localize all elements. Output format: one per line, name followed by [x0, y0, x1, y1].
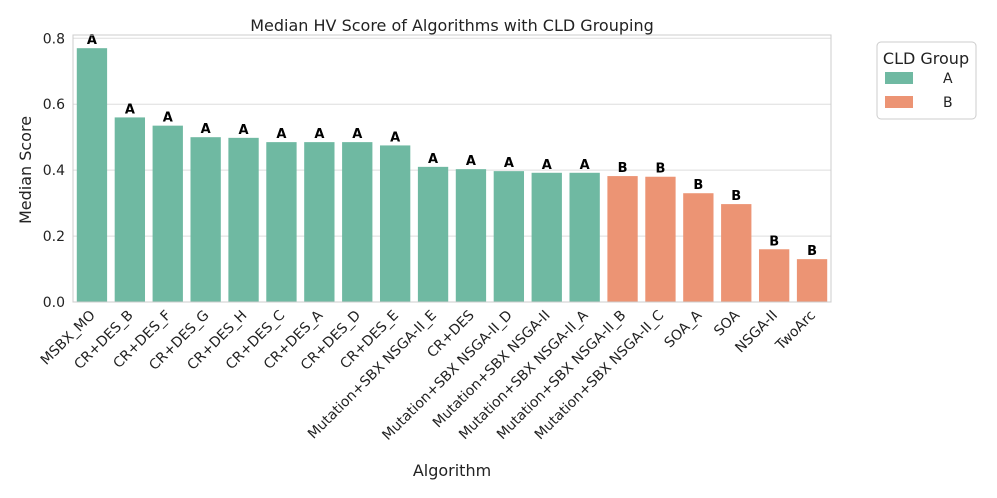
cld-letter-label: A — [163, 111, 173, 126]
bar — [379, 145, 411, 302]
cld-letter-label: B — [693, 178, 703, 193]
plot-frame — [72, 34, 832, 303]
bar — [152, 125, 183, 302]
cld-letter-label: A — [504, 156, 514, 171]
y-tick-label: 0.8 — [43, 31, 65, 47]
cld-letter-label: A — [201, 122, 211, 137]
bar — [455, 169, 487, 302]
cld-letter-label: B — [769, 234, 779, 249]
bar — [76, 48, 108, 303]
cld-letter-label: B — [618, 161, 628, 176]
bars — [76, 48, 828, 303]
x-tick-label: SOA — [711, 307, 743, 339]
cld-labels: A A A A A A A A A A A A A A B B B B B B — [87, 33, 817, 259]
cld-letter-label: A — [428, 152, 438, 167]
bar — [493, 171, 525, 302]
bar — [114, 117, 146, 302]
gridlines — [73, 37, 831, 303]
bar — [190, 137, 221, 302]
x-axis-label: Algorithm — [413, 461, 491, 480]
legend-title: CLD Group — [883, 49, 969, 68]
legend-swatch-b — [885, 96, 913, 108]
cld-letter-label: A — [542, 158, 552, 173]
legend-label-a: A — [943, 71, 953, 87]
cld-letter-label: B — [731, 189, 741, 204]
y-tick-label: 0.0 — [43, 295, 65, 311]
x-tick-label: NSGA-II — [732, 308, 781, 357]
bar — [569, 172, 600, 302]
bar — [607, 176, 638, 302]
cld-letter-label: A — [580, 158, 590, 173]
y-tick-label: 0.4 — [43, 163, 65, 179]
bar — [304, 142, 335, 302]
bar — [683, 193, 714, 302]
bar — [342, 142, 373, 302]
x-tick-label: TwoArc — [772, 308, 819, 355]
bar — [531, 172, 562, 302]
y-tick-label: 0.2 — [43, 229, 65, 245]
cld-letter-label: A — [125, 102, 135, 117]
y-axis-label: Median Score — [16, 116, 35, 224]
legend: CLD Group A B — [876, 41, 977, 120]
cld-letter-label: A — [276, 127, 286, 142]
bar — [228, 137, 259, 302]
bar — [758, 249, 790, 302]
legend-swatch-a — [885, 72, 913, 84]
y-axis-ticks: 0.0 0.2 0.4 0.6 0.8 — [43, 31, 65, 311]
cld-letter-label: A — [352, 127, 362, 142]
cld-letter-label: A — [390, 130, 400, 145]
y-tick-label: 0.6 — [43, 97, 65, 113]
x-axis-ticks: MSBX_MOCR+DES_BCR+DES_FCR+DES_GCR+DES_HC… — [38, 307, 819, 444]
cld-letter-label: A — [466, 154, 476, 169]
x-tick-label: SOA_A — [661, 307, 705, 351]
bar — [645, 176, 676, 302]
cld-letter-label: B — [655, 162, 665, 177]
bar — [796, 259, 828, 302]
legend-label-b: B — [943, 95, 953, 111]
bar — [721, 204, 752, 302]
chart-title: Median HV Score of Algorithms with CLD G… — [250, 16, 654, 35]
bar — [417, 166, 449, 302]
cld-letter-label: A — [239, 123, 249, 138]
cld-letter-label: A — [87, 33, 97, 48]
bar — [266, 142, 297, 302]
cld-letter-label: A — [314, 127, 324, 142]
cld-letter-label: B — [807, 244, 817, 259]
